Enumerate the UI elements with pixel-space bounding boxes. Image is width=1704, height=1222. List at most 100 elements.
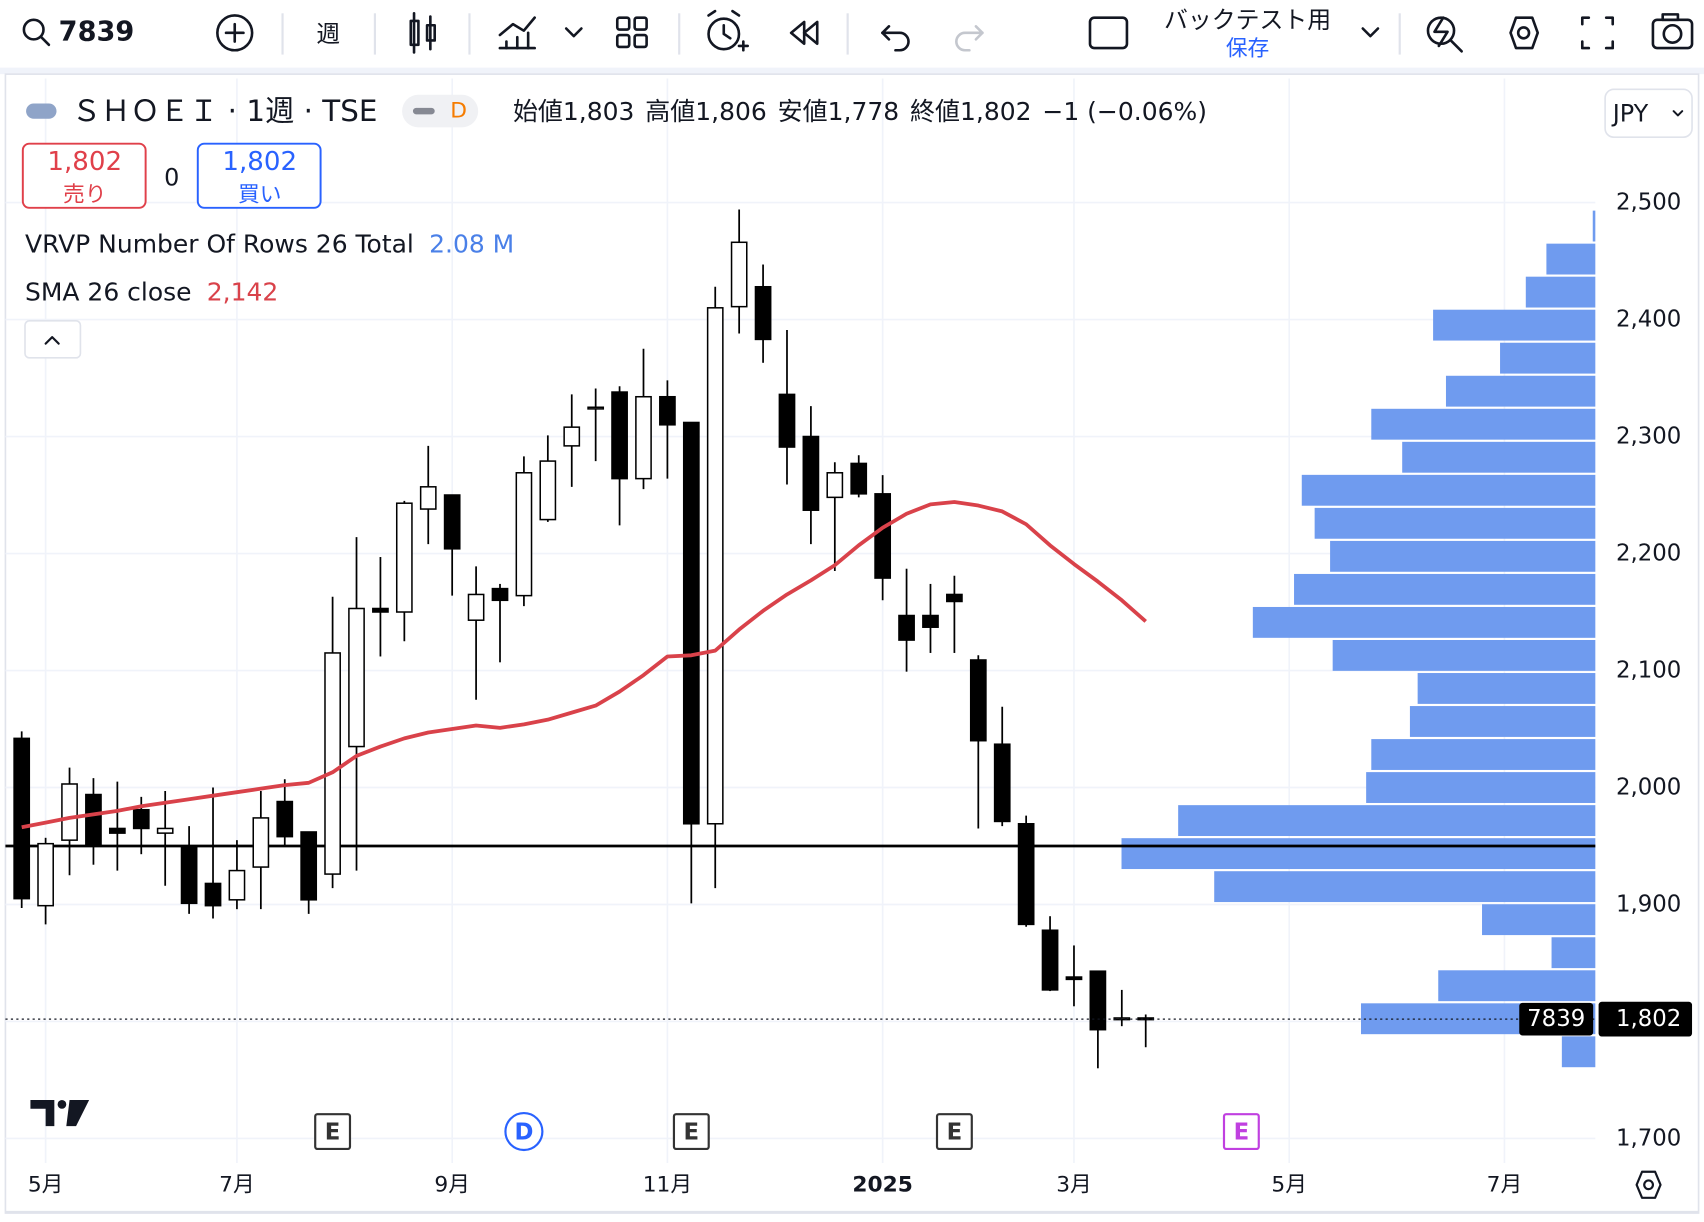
replay-button[interactable] bbox=[789, 20, 819, 46]
candle-body bbox=[802, 435, 820, 511]
time-axis-settings[interactable] bbox=[1635, 1170, 1662, 1199]
event-label: E bbox=[1234, 1120, 1250, 1146]
candle-body bbox=[611, 391, 628, 480]
candle-body bbox=[1017, 823, 1035, 926]
y-tick-label: 1,700 bbox=[1616, 1125, 1681, 1151]
candle-body bbox=[898, 614, 915, 641]
toolbar bbox=[0, 0, 1704, 68]
redo-button[interactable] bbox=[955, 25, 984, 52]
volume-profile-bar bbox=[1371, 739, 1596, 770]
candle-body bbox=[635, 395, 652, 480]
fullscreen-button[interactable] bbox=[1580, 16, 1615, 50]
y-tick-label: 2,400 bbox=[1616, 307, 1681, 333]
candle-body bbox=[443, 494, 461, 550]
candle-body bbox=[156, 827, 174, 834]
snapshot-button[interactable] bbox=[1651, 13, 1694, 50]
candle-body bbox=[778, 393, 796, 448]
symbol-icon bbox=[26, 103, 57, 119]
collapse-icon bbox=[44, 336, 60, 345]
layout-name[interactable]: バックテスト用 bbox=[1164, 6, 1331, 34]
alert-button[interactable] bbox=[707, 9, 749, 52]
candle-body bbox=[13, 737, 31, 900]
volume-profile-bar bbox=[1500, 342, 1596, 374]
candle-body bbox=[730, 241, 748, 308]
volume-profile-bar bbox=[1332, 640, 1596, 671]
candle-body bbox=[85, 793, 102, 847]
candle-body bbox=[993, 743, 1011, 823]
candle-body bbox=[467, 593, 485, 621]
candle-body bbox=[204, 882, 222, 907]
ohlc-value: 1,778 bbox=[828, 97, 900, 126]
sell-label: 売り bbox=[63, 182, 106, 207]
y-tick-label: 2,000 bbox=[1616, 775, 1681, 801]
ohlc-value: 1,806 bbox=[695, 97, 767, 126]
layout-button[interactable] bbox=[615, 16, 648, 49]
sell-button[interactable] bbox=[21, 142, 147, 209]
indicators-button[interactable] bbox=[498, 16, 583, 50]
ohlc-name: 安値 bbox=[778, 97, 828, 126]
event-marker bbox=[935, 1113, 973, 1151]
candle-body bbox=[587, 406, 605, 410]
candle-body bbox=[252, 817, 270, 868]
volume-profile-bar bbox=[1294, 573, 1596, 605]
volume-profile-bar bbox=[1371, 408, 1596, 440]
event-marker bbox=[504, 1111, 544, 1152]
event-marker bbox=[314, 1113, 352, 1151]
candle-body bbox=[132, 808, 150, 830]
price-label: 1,802 bbox=[1616, 1006, 1681, 1032]
buy-button[interactable] bbox=[196, 142, 322, 209]
undo-button[interactable] bbox=[881, 25, 910, 52]
settings-button[interactable] bbox=[1509, 16, 1540, 50]
x-tick-label: 2025 bbox=[852, 1172, 912, 1197]
candle-body bbox=[37, 842, 54, 907]
layout-checkbox[interactable] bbox=[1088, 16, 1129, 50]
symbol: 7839 bbox=[59, 16, 135, 47]
currency-button[interactable] bbox=[1604, 88, 1693, 138]
y-tick-label: 1,900 bbox=[1616, 891, 1681, 917]
candle-body bbox=[180, 846, 198, 905]
x-tick-label: 9月 bbox=[434, 1172, 470, 1197]
ohlc-name: 終値 bbox=[910, 97, 960, 126]
chart-type[interactable] bbox=[409, 11, 436, 54]
x-tick-label: 5月 bbox=[28, 1172, 64, 1197]
indicator-legend: VRVP Number Of Rows 26 Total 2.08 M bbox=[25, 229, 514, 258]
volume-profile-bar bbox=[1330, 540, 1596, 572]
toolbar-gap bbox=[0, 67, 1704, 75]
candle-body bbox=[1137, 1017, 1155, 1021]
badge[interactable] bbox=[402, 94, 479, 128]
indicator-legend: SMA 26 close 2,142 bbox=[25, 277, 278, 306]
candle-body bbox=[419, 486, 437, 510]
add-symbol[interactable] bbox=[216, 14, 254, 52]
candle-body bbox=[946, 593, 963, 603]
quick-search[interactable] bbox=[1426, 16, 1463, 53]
volume-profile-bar bbox=[1121, 838, 1596, 870]
candle-body bbox=[539, 460, 557, 521]
collapse-button[interactable] bbox=[24, 320, 82, 359]
candle-body bbox=[850, 462, 868, 495]
save-button[interactable]: 保存 bbox=[1226, 37, 1269, 62]
candle-body bbox=[659, 395, 676, 426]
candle-body bbox=[706, 307, 724, 825]
volume-profile-bar bbox=[1301, 474, 1596, 506]
interval[interactable]: 週 bbox=[316, 20, 340, 48]
indicator-name: VRVP Number Of Rows 26 Total bbox=[25, 229, 414, 258]
candle-body bbox=[754, 285, 772, 341]
volume-profile-bar bbox=[1433, 309, 1596, 341]
layout-menu[interactable] bbox=[1361, 27, 1380, 38]
event-label: E bbox=[947, 1120, 963, 1146]
ohlc-value: 1,803 bbox=[563, 97, 635, 126]
volume-profile-bar bbox=[1366, 772, 1596, 803]
symbol-search[interactable]: 7839 bbox=[22, 16, 135, 47]
volume-profile-bar bbox=[1551, 937, 1596, 969]
plot-area: 1,7001,8001,9002,0002,1002,2002,3002,400… bbox=[5, 78, 1693, 1197]
candle-body bbox=[515, 472, 533, 597]
symbol-label-box bbox=[1519, 1002, 1594, 1036]
volume-profile-bar bbox=[1445, 375, 1596, 407]
candle-body bbox=[1041, 929, 1059, 991]
candle-body bbox=[922, 614, 939, 628]
candle-body bbox=[324, 652, 341, 875]
candle-body bbox=[61, 783, 78, 841]
volume-profile-bar bbox=[1252, 606, 1596, 638]
